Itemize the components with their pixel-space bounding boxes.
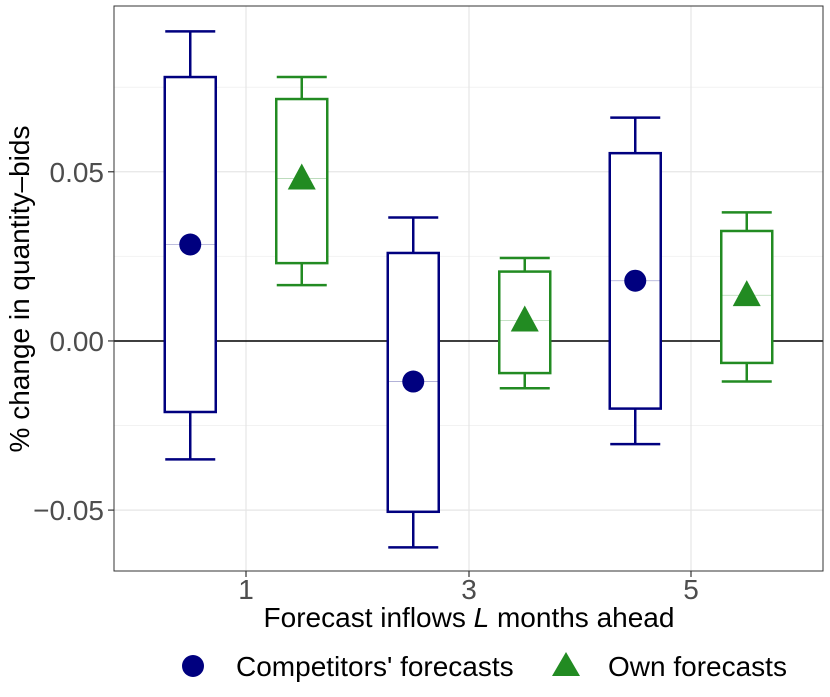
estimate-marker-circle — [179, 233, 202, 256]
series-1-category-1 — [275, 75, 329, 287]
estimate-marker-triangle — [732, 280, 761, 307]
legend-marker-own — [552, 652, 580, 676]
legend: Competitors' forecasts Own forecasts — [182, 651, 787, 682]
series-1-category-3 — [498, 256, 552, 390]
y-axis-title: % change in quantity–bids — [4, 126, 35, 453]
x-axis-title-italic: L — [474, 602, 490, 633]
x-tick-label-0: 1 — [238, 574, 254, 605]
series-0-category-1 — [163, 30, 217, 461]
estimate-marker-circle — [402, 370, 425, 393]
y-tick-label-0: −0.05 — [33, 495, 104, 526]
legend-label-competitors: Competitors' forecasts — [236, 651, 514, 682]
axis-layer: −0.05 0.00 0.05 1 3 5 — [33, 157, 699, 605]
estimate-marker-circle — [624, 269, 647, 292]
x-axis-title-pre: Forecast inflows — [264, 602, 474, 633]
y-tick-label-2: 0.05 — [50, 157, 105, 188]
legend-marker-competitors — [182, 655, 204, 677]
estimate-marker-triangle — [510, 305, 539, 332]
estimate-marker-triangle — [287, 163, 316, 190]
series-1-category-5 — [720, 211, 774, 383]
x-tick-label-2: 5 — [683, 574, 699, 605]
series-layer — [163, 30, 774, 549]
series-0-category-3 — [386, 216, 440, 549]
grid-layer — [114, 6, 823, 571]
series-0-category-5 — [608, 116, 662, 446]
y-tick-label-1: 0.00 — [50, 326, 105, 357]
x-tick-label-1: 3 — [461, 574, 477, 605]
legend-label-own: Own forecasts — [608, 651, 787, 682]
x-axis-title-post: months ahead — [489, 602, 674, 633]
x-axis-title: Forecast inflows L months ahead — [264, 602, 675, 633]
